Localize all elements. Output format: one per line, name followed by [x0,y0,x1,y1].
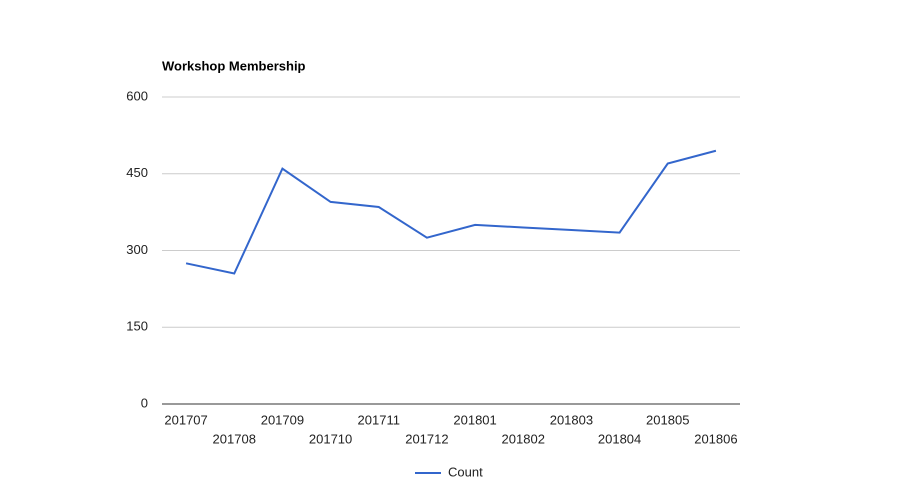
data-line [185,149,717,275]
x-tick-label: 201710 [309,431,352,446]
chart-title: Workshop Membership [162,58,306,73]
x-tick-label: 201707 [164,412,207,427]
x-tick-label: 201802 [502,431,545,446]
y-tick-label: 150 [126,319,148,334]
y-tick-label: 300 [126,242,148,257]
y-tick-label: 600 [126,88,148,103]
legend-label: Count [448,464,483,479]
y-tick-label: 450 [126,165,148,180]
y-tick-label: 0 [141,395,148,410]
x-tick-label: 201803 [550,412,593,427]
x-tick-label: 201712 [405,431,448,446]
x-tick-label: 201801 [453,412,496,427]
x-tick-label: 201708 [213,431,256,446]
x-tick-label: 201806 [694,431,737,446]
x-tick-label: 201805 [646,412,689,427]
x-tick-label: 201709 [261,412,304,427]
x-tick-label: 201804 [598,431,641,446]
x-tick-label: 201711 [358,412,400,427]
